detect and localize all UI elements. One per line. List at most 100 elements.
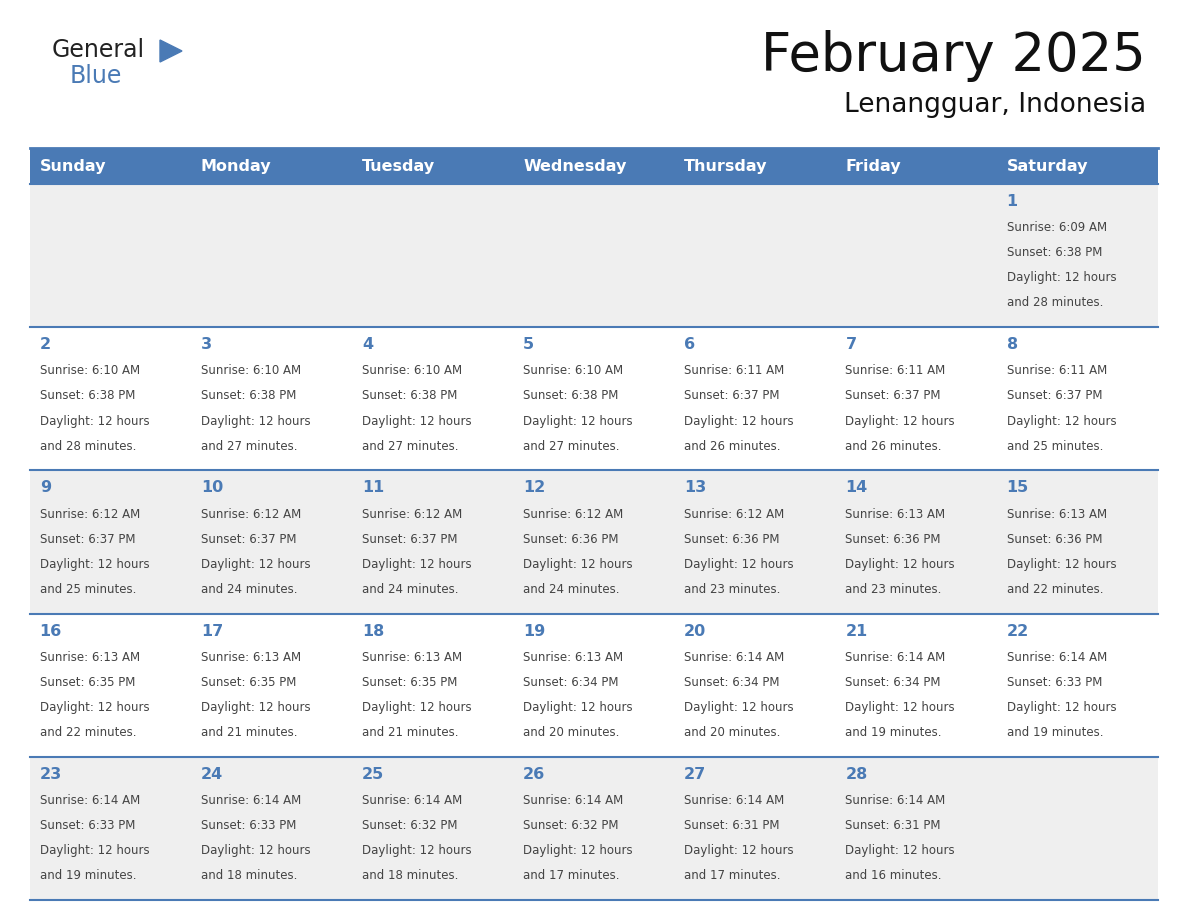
Text: 28: 28 [846,767,867,782]
Bar [191,756,353,900]
Text: and 26 minutes.: and 26 minutes. [684,440,781,453]
Bar [513,756,675,900]
Text: Thursday: Thursday [684,159,767,174]
Text: and 17 minutes.: and 17 minutes. [684,869,781,882]
Text: Daylight: 12 hours: Daylight: 12 hours [39,415,150,428]
Text: 8: 8 [1006,337,1018,353]
Bar [997,613,1158,756]
Text: Daylight: 12 hours: Daylight: 12 hours [846,701,955,714]
Text: and 24 minutes.: and 24 minutes. [523,583,620,596]
Bar [191,148,353,184]
Text: 20: 20 [684,623,707,639]
Text: Sunset: 6:35 PM: Sunset: 6:35 PM [201,676,296,688]
Text: Sunrise: 6:13 AM: Sunrise: 6:13 AM [523,651,624,664]
Text: Daylight: 12 hours: Daylight: 12 hours [523,558,633,571]
Bar [835,613,997,756]
Text: Sunset: 6:33 PM: Sunset: 6:33 PM [39,819,135,832]
Text: 3: 3 [201,337,211,353]
Text: Daylight: 12 hours: Daylight: 12 hours [1006,701,1117,714]
Text: 7: 7 [846,337,857,353]
Text: and 26 minutes.: and 26 minutes. [846,440,942,453]
Bar [835,184,997,327]
Bar [191,470,353,613]
Text: 4: 4 [362,337,373,353]
Text: and 20 minutes.: and 20 minutes. [523,726,619,739]
Text: and 22 minutes.: and 22 minutes. [39,726,137,739]
Text: and 27 minutes.: and 27 minutes. [523,440,620,453]
Bar [997,756,1158,900]
Text: 12: 12 [523,480,545,496]
Text: Daylight: 12 hours: Daylight: 12 hours [523,701,633,714]
Text: Sunrise: 6:13 AM: Sunrise: 6:13 AM [201,651,301,664]
Text: Sunrise: 6:12 AM: Sunrise: 6:12 AM [39,508,140,521]
Text: Saturday: Saturday [1006,159,1088,174]
Text: and 20 minutes.: and 20 minutes. [684,726,781,739]
Text: Sunset: 6:37 PM: Sunset: 6:37 PM [362,532,457,545]
Text: Daylight: 12 hours: Daylight: 12 hours [684,415,794,428]
Text: Sunset: 6:33 PM: Sunset: 6:33 PM [201,819,296,832]
Text: Tuesday: Tuesday [362,159,435,174]
Text: Sunrise: 6:10 AM: Sunrise: 6:10 AM [362,364,462,377]
Text: Daylight: 12 hours: Daylight: 12 hours [1006,272,1117,285]
Text: and 19 minutes.: and 19 minutes. [1006,726,1102,739]
Text: Sunset: 6:37 PM: Sunset: 6:37 PM [684,389,779,402]
Text: Sunset: 6:31 PM: Sunset: 6:31 PM [684,819,779,832]
Bar [30,148,191,184]
Text: 22: 22 [1006,623,1029,639]
Bar [353,613,513,756]
Text: Daylight: 12 hours: Daylight: 12 hours [201,558,310,571]
Text: Sunset: 6:38 PM: Sunset: 6:38 PM [362,389,457,402]
Bar [513,148,675,184]
Text: 5: 5 [523,337,535,353]
Text: Sunrise: 6:09 AM: Sunrise: 6:09 AM [1006,221,1107,234]
Text: Daylight: 12 hours: Daylight: 12 hours [846,415,955,428]
Bar [835,756,997,900]
Text: Daylight: 12 hours: Daylight: 12 hours [846,558,955,571]
Text: February 2025: February 2025 [762,30,1146,82]
Text: Sunrise: 6:11 AM: Sunrise: 6:11 AM [846,364,946,377]
Text: Sunset: 6:37 PM: Sunset: 6:37 PM [1006,389,1102,402]
Bar [997,148,1158,184]
Text: and 19 minutes.: and 19 minutes. [39,869,137,882]
Text: Sunset: 6:38 PM: Sunset: 6:38 PM [201,389,296,402]
Text: Sunset: 6:32 PM: Sunset: 6:32 PM [362,819,457,832]
Text: 23: 23 [39,767,62,782]
Text: Sunset: 6:32 PM: Sunset: 6:32 PM [523,819,619,832]
Text: Sunrise: 6:11 AM: Sunrise: 6:11 AM [1006,364,1107,377]
Bar [835,148,997,184]
Text: 25: 25 [362,767,384,782]
Text: Blue: Blue [70,64,122,88]
Bar [675,756,835,900]
Bar [997,184,1158,327]
Text: Sunrise: 6:14 AM: Sunrise: 6:14 AM [523,794,624,807]
Text: Sunrise: 6:13 AM: Sunrise: 6:13 AM [1006,508,1107,521]
Text: 11: 11 [362,480,384,496]
Text: and 18 minutes.: and 18 minutes. [201,869,297,882]
Text: and 24 minutes.: and 24 minutes. [201,583,297,596]
Bar [353,756,513,900]
Text: 9: 9 [39,480,51,496]
Bar [353,148,513,184]
Text: Sunrise: 6:12 AM: Sunrise: 6:12 AM [362,508,462,521]
Text: Sunset: 6:34 PM: Sunset: 6:34 PM [684,676,779,688]
Text: Daylight: 12 hours: Daylight: 12 hours [1006,415,1117,428]
Text: General: General [52,38,145,62]
Text: Daylight: 12 hours: Daylight: 12 hours [362,845,472,857]
Bar [191,184,353,327]
Text: Daylight: 12 hours: Daylight: 12 hours [201,701,310,714]
Bar [353,184,513,327]
Text: 27: 27 [684,767,707,782]
Text: Sunset: 6:37 PM: Sunset: 6:37 PM [201,532,296,545]
Text: and 21 minutes.: and 21 minutes. [201,726,297,739]
Text: 13: 13 [684,480,707,496]
Text: Sunset: 6:37 PM: Sunset: 6:37 PM [846,389,941,402]
Text: Daylight: 12 hours: Daylight: 12 hours [362,415,472,428]
Text: Sunday: Sunday [39,159,106,174]
Text: Sunrise: 6:14 AM: Sunrise: 6:14 AM [362,794,462,807]
Text: and 25 minutes.: and 25 minutes. [39,583,137,596]
Text: Sunrise: 6:13 AM: Sunrise: 6:13 AM [362,651,462,664]
Text: 26: 26 [523,767,545,782]
Text: and 16 minutes.: and 16 minutes. [846,869,942,882]
Bar [30,756,191,900]
Text: Sunrise: 6:11 AM: Sunrise: 6:11 AM [684,364,784,377]
